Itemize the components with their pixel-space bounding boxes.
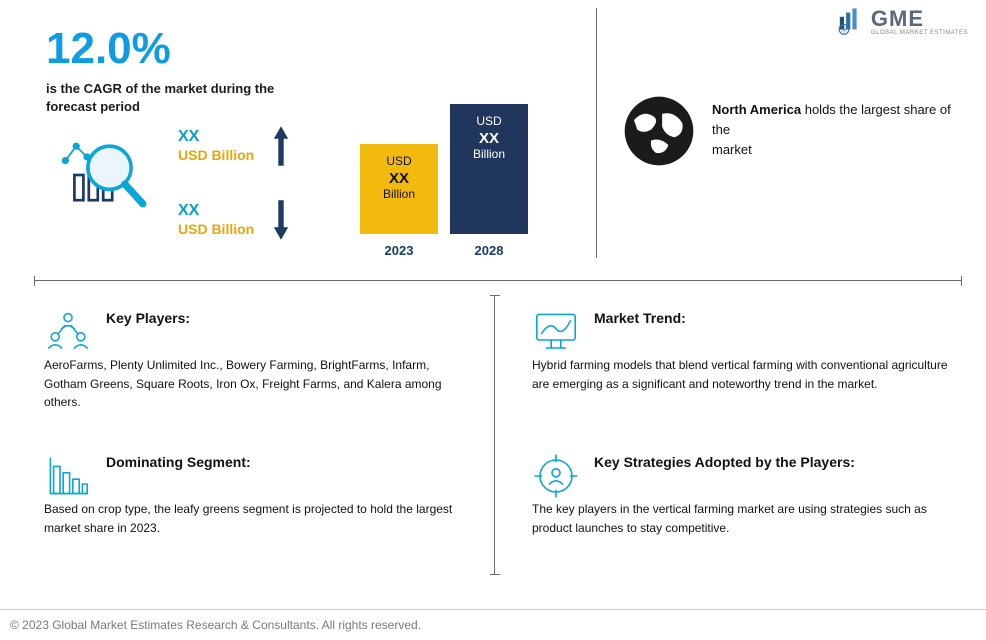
chart-x-labels: 2023 2028: [360, 243, 540, 258]
bar-decline-icon: [44, 452, 92, 500]
key-players-body: AeroFarms, Plenty Unlimited Inc., Bowery…: [44, 356, 464, 412]
high-text: XX USD Billion: [178, 127, 254, 165]
footer-text: © 2023 Global Market Estimates Research …: [10, 618, 421, 632]
high-low-block: XX USD Billion XX USD Billion: [178, 124, 328, 272]
cagr-label: is the CAGR of the market during thefore…: [46, 80, 274, 115]
key-strategies-body: The key players in the vertical farming …: [532, 500, 952, 537]
chart-bars: USD XX Billion USD XX Billion: [360, 108, 540, 234]
bar-2023-bot: Billion: [383, 187, 415, 201]
quadrant-key-strategies: Key Strategies Adopted by the Players: T…: [532, 452, 952, 537]
dominating-segment-body: Based on crop type, the leafy greens seg…: [44, 500, 464, 537]
bar-2028-xx: XX: [479, 130, 499, 147]
region-suffix-b: market: [712, 142, 752, 157]
dominating-segment-title: Dominating Segment:: [44, 452, 464, 470]
bar-2028-bot: Billion: [473, 147, 505, 161]
low-xx: XX: [178, 201, 254, 221]
region-name: North America: [712, 102, 801, 117]
market-trend-title: Market Trend:: [532, 308, 952, 326]
market-trend-body: Hybrid farming models that blend vertica…: [532, 356, 952, 393]
footer-rule: [0, 609, 986, 610]
low-text: XX USD Billion: [178, 201, 254, 239]
brand-logo-text-wrap: GME GLOBAL MARKET ESTIMATES: [871, 6, 968, 36]
chart-year-0: 2023: [360, 243, 438, 258]
bar-2023-xx: XX: [389, 170, 409, 187]
globe-icon: [620, 92, 698, 170]
brand-logo-icon: [837, 7, 865, 35]
chart-bar-2023: USD XX Billion: [360, 144, 438, 234]
key-players-title: Key Players:: [44, 308, 464, 326]
divider-vertical-mid: [494, 295, 495, 575]
chart-year-1: 2028: [450, 243, 528, 258]
people-network-icon: [44, 308, 92, 356]
divider-vertical-top: [596, 8, 597, 258]
bar-2028-top: USD: [476, 114, 501, 128]
arrow-down-icon: [272, 198, 290, 242]
quadrant-market-trend: Market Trend: Hybrid farming models that…: [532, 308, 952, 393]
brand-logo: GME GLOBAL MARKET ESTIMATES: [837, 6, 968, 36]
arrow-up-icon: [272, 124, 290, 168]
quadrant-dominating-segment: Dominating Segment: Based on crop type, …: [44, 452, 464, 537]
high-usd: USD Billion: [178, 147, 254, 165]
infographic-root: GME GLOBAL MARKET ESTIMATES 12.0% is the…: [0, 0, 986, 640]
brand-tagline: GLOBAL MARKET ESTIMATES: [871, 30, 968, 36]
market-size-chart: USD XX Billion USD XX Billion 2023 2028: [360, 108, 540, 258]
key-strategies-title: Key Strategies Adopted by the Players:: [532, 452, 952, 470]
low-row: XX USD Billion: [178, 198, 328, 242]
quadrant-key-players: Key Players: AeroFarms, Plenty Unlimited…: [44, 308, 464, 412]
analysis-icon: [60, 130, 150, 220]
divider-horizontal: [34, 280, 962, 281]
cagr-value: 12.0%: [46, 24, 171, 74]
high-xx: XX: [178, 127, 254, 147]
high-row: XX USD Billion: [178, 124, 328, 168]
bar-2023-top: USD: [386, 154, 411, 168]
monitor-trend-icon: [532, 308, 580, 356]
region-text: North America holds the largest share of…: [712, 100, 962, 160]
brand-name: GME: [871, 6, 968, 32]
target-person-icon: [532, 452, 580, 500]
chart-bar-2028: USD XX Billion: [450, 104, 528, 234]
low-usd: USD Billion: [178, 221, 254, 239]
